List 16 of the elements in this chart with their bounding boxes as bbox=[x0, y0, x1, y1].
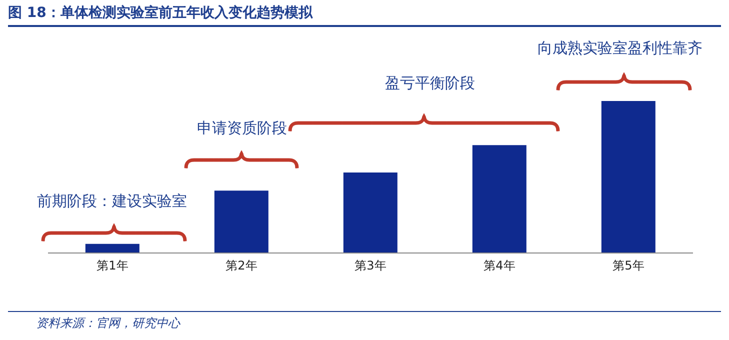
bar bbox=[343, 172, 398, 253]
bar bbox=[214, 190, 268, 253]
x-tick-label: 第3年 bbox=[354, 258, 386, 273]
bar bbox=[85, 244, 140, 253]
annotation: 前期阶段：建设实验室 bbox=[37, 192, 187, 210]
x-tick-label: 第2年 bbox=[226, 258, 258, 273]
text: 向成熟实验室盈利性靠齐 bbox=[538, 39, 702, 57]
annotation: 申请资质阶段 bbox=[197, 119, 287, 137]
bar bbox=[601, 101, 656, 253]
x-tick-label: 第5年 bbox=[612, 258, 644, 273]
text: 盈亏平衡阶段 bbox=[385, 74, 475, 92]
bar bbox=[472, 145, 526, 253]
x-tick-label: 第4年 bbox=[484, 258, 516, 273]
chart-title: 图 18：单体检测实验室前五年收入变化趋势模拟 bbox=[8, 4, 312, 22]
text: 资料来源：官网，研究中心 bbox=[36, 315, 180, 332]
x-tick-label: 第1年 bbox=[96, 258, 128, 273]
